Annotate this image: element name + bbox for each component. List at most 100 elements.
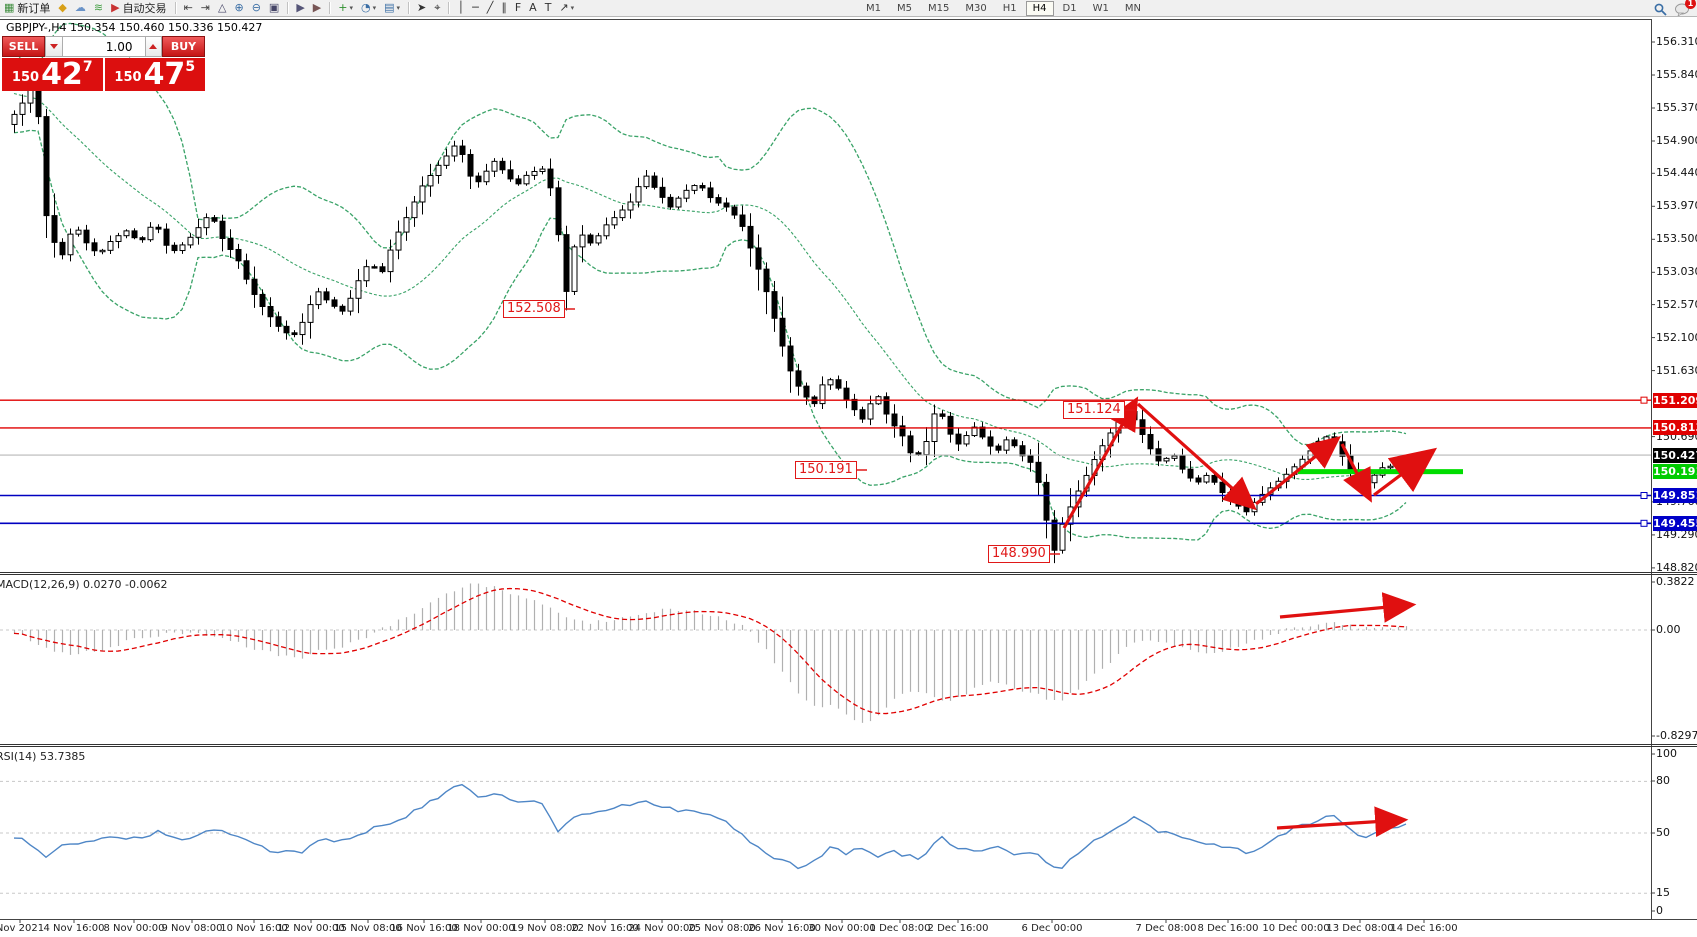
signal-icon[interactable]: ≋ (91, 1, 106, 15)
channel-icon-glyph: ∥ (501, 1, 507, 14)
auto-trading-button[interactable]: ▶ 自动交易 (108, 1, 169, 15)
periods-button[interactable]: ◔ ▾ (358, 1, 379, 15)
chat-icon[interactable]: 1 (1675, 0, 1696, 20)
cursor-icon-glyph: ➤ (417, 1, 427, 14)
bid-price[interactable]: 150 42 7 (2, 58, 103, 91)
buy-button[interactable]: BUY (161, 36, 205, 57)
down-arrow-icon (49, 44, 58, 49)
candles-layer (11, 77, 1410, 564)
rsi-line (13, 783, 1407, 870)
price-badge: 149.851 (1653, 488, 1697, 503)
new-chart-glyph: + (338, 1, 348, 14)
symbol-info: GBPJPY-,H4 150.354 150.460 150.336 150.4… (6, 21, 263, 34)
tile-windows-icon[interactable]: ▣ (266, 1, 282, 15)
date-tick-label: 24 Nov 00:00 (628, 923, 696, 934)
signal-icon-glyph: ≋ (93, 1, 104, 14)
date-tick-label: 8 Dec 16:00 (1197, 923, 1259, 934)
new-chart-button[interactable]: + ▾ (335, 1, 356, 15)
vertical-line-icon-glyph: │ (457, 1, 465, 14)
volume-increase-button[interactable] (144, 36, 162, 57)
volume-decrease-button[interactable] (45, 36, 63, 57)
date-tick-label: 9 Nov 08:00 (161, 923, 223, 934)
dropdown-arrow-icon: ▾ (372, 4, 377, 12)
price-annotation[interactable]: 150.191 (795, 461, 857, 479)
search-icon[interactable] (1654, 1, 1667, 20)
text-label-icon[interactable]: T (542, 1, 555, 15)
toolbar-separator (329, 2, 331, 14)
rsi-scale-label: 0 (1656, 904, 1663, 917)
trendline-icon[interactable]: ╱ (484, 1, 497, 15)
rsi-scale-label: 50 (1656, 826, 1670, 839)
chart-shift-icon[interactable]: ⇥ (198, 1, 213, 15)
price-annotation[interactable]: 148.990 (988, 545, 1050, 563)
price-tick-label: 149.290 (1656, 527, 1697, 541)
timeframe-m15[interactable]: M15 (928, 2, 950, 14)
zoom-out-icon-glyph: ⊖ (251, 1, 261, 14)
timeframe-h1[interactable]: H1 (1002, 2, 1017, 14)
timeframe-h4[interactable]: H4 (1025, 0, 1054, 16)
horizontal-line-icon[interactable]: ─ (469, 1, 482, 15)
macd-scale-label: 0.3822 (1656, 575, 1695, 588)
profile-charts-icon[interactable]: ▶ (293, 1, 307, 15)
date-tick-label: 15 Nov 08:00 (334, 923, 402, 934)
rsi-scale-label: 100 (1656, 747, 1677, 760)
price-badge: 150.191 (1653, 464, 1697, 480)
zoom-out-icon[interactable]: ⊖ (249, 1, 264, 15)
vertical-line-icon[interactable]: │ (454, 1, 467, 15)
trendline-icon-glyph: ╱ (486, 1, 494, 14)
price-annotation[interactable]: 152.508 (503, 300, 565, 318)
chart-autoscroll-icon[interactable]: ⇤ (181, 1, 196, 15)
text-icon[interactable]: A (526, 1, 540, 15)
macd-label: MACD(12,26,9) 0.0270 -0.0062 (0, 578, 168, 591)
volume-input[interactable] (62, 36, 145, 57)
price-tick-label: 152.570 (1656, 297, 1697, 311)
arrows-icon-glyph: ↗ (559, 1, 569, 14)
channel-icon[interactable]: ∥ (498, 1, 510, 15)
gold-chart-icon[interactable]: ◆ (55, 1, 69, 15)
main-price-pane (0, 22, 1651, 564)
crosshair-icon-glyph: ⌖ (434, 1, 441, 14)
crosshair-icon[interactable]: ⌖ (431, 1, 443, 15)
timeframe-m1[interactable]: M1 (866, 2, 881, 14)
price-badge: 151.209 (1653, 392, 1697, 408)
zoom-in-icon[interactable]: ⊕ (231, 1, 246, 15)
date-tick-label: 19 Nov 08:00 (511, 923, 579, 934)
green-support-segment[interactable] (1298, 469, 1463, 475)
date-tick-label: 16 Nov 16:00 (390, 923, 458, 934)
fibonacci-icon[interactable]: F (512, 1, 524, 15)
new-order-button[interactable]: ▦ 新订单 (1, 1, 53, 15)
profile-charts-icon-glyph: ▶ (296, 1, 305, 14)
text-label-icon-glyph: T (544, 1, 552, 14)
cloud-sync-icon[interactable]: ☁ (72, 1, 89, 15)
timeframe-m5[interactable]: M5 (897, 2, 912, 14)
up-arrow-icon (149, 44, 158, 49)
new-order-button-label: 新订单 (17, 2, 51, 15)
date-tick-label: 13 Dec 08:00 (1326, 923, 1394, 934)
sell-button[interactable]: SELL (2, 36, 46, 57)
price-badge: 150.427 (1653, 447, 1697, 463)
date-tick-label: 26 Nov 16:00 (748, 923, 816, 934)
price-tick-label: 155.370 (1656, 101, 1697, 114)
zoom-range-icon[interactable]: △ (215, 1, 229, 15)
timeframe-w1[interactable]: W1 (1092, 2, 1109, 14)
timeframe-d1[interactable]: D1 (1062, 2, 1077, 14)
timeframe-mn[interactable]: MN (1124, 2, 1141, 14)
arrows-icon[interactable]: ↗ ▾ (556, 1, 577, 15)
profile-charts2-icon[interactable]: ▶ (310, 1, 324, 15)
timeframe-m30[interactable]: M30 (965, 2, 987, 14)
price-annotation[interactable]: 151.124 (1063, 401, 1125, 419)
cloud-sync-icon-glyph: ☁ (74, 1, 86, 14)
templates-button[interactable]: ▤ ▾ (381, 1, 403, 15)
date-tick-label: Nov 2021 (0, 923, 45, 934)
toolbar-separator (448, 2, 450, 14)
toolbar-separator (408, 2, 410, 14)
cursor-icon[interactable]: ➤ (414, 1, 429, 15)
gold-chart-icon-glyph: ◆ (58, 1, 67, 14)
periods-glyph: ◔ (360, 1, 371, 14)
ask-price[interactable]: 150 47 5 (104, 58, 205, 91)
date-tick-label: 25 Nov 08:00 (688, 923, 756, 934)
price-tick-label: 155.840 (1656, 68, 1697, 81)
toolbar-separator (287, 2, 289, 14)
date-tick-label: 12 Nov 00:00 (277, 923, 345, 934)
